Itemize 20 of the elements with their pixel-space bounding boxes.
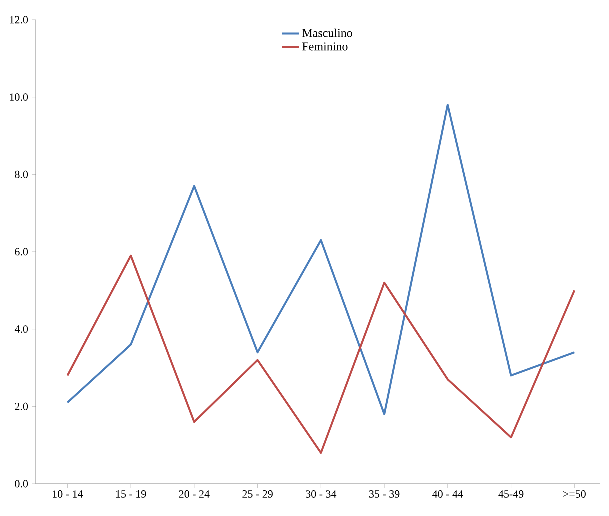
x-tick-label: 40 - 44: [432, 490, 464, 498]
x-tick-label: >=50: [564, 490, 586, 498]
x-tick-label: 30 - 34: [306, 490, 337, 498]
y-tick-label: 2.0: [15, 402, 28, 410]
x-tick-label: 35 - 39: [369, 490, 400, 498]
y-tick-label: 4.0: [14, 326, 28, 334]
line-series: [66, 254, 576, 454]
y-tick-label: 0.0: [15, 480, 28, 488]
x-tick-label: 25 - 29: [242, 490, 273, 498]
x-tick-label: 45-49: [498, 490, 524, 498]
x-tick-label: 10 - 14: [53, 490, 84, 498]
line-series: [66, 104, 576, 416]
y-tick-label: 10.0: [10, 94, 28, 102]
y-tick-label: 6.0: [15, 248, 28, 256]
y-tick-label: 12.0: [10, 16, 28, 24]
y-tick-label: 8.0: [15, 170, 28, 178]
legend-label: Feminino: [302, 42, 348, 51]
legend-label: Masculino: [302, 28, 352, 38]
x-tick-label: 15 - 19: [116, 490, 146, 498]
x-tick-label: 20 - 24: [179, 490, 210, 498]
